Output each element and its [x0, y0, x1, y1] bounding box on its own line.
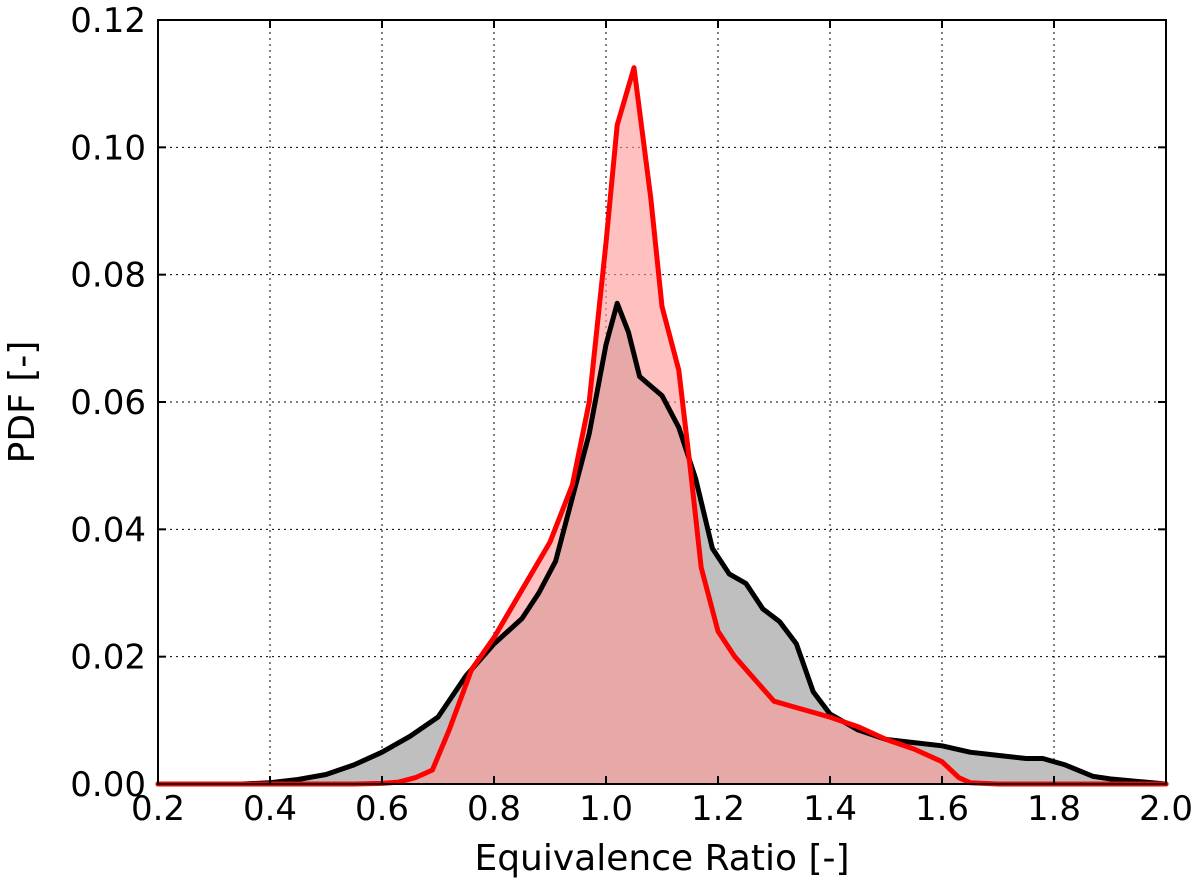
- y-axis-label: PDF [-]: [2, 341, 43, 464]
- x-tick-label: 0.2: [131, 789, 185, 829]
- x-tick-label: 1.0: [579, 789, 633, 829]
- x-tick-label: 0.4: [243, 789, 297, 829]
- series-layer: [155, 65, 1169, 787]
- grid-layer: [158, 20, 1166, 784]
- x-tick-label: 0.8: [467, 789, 521, 829]
- y-tick-label: 0.12: [70, 1, 146, 41]
- series-red-area: [158, 67, 1166, 784]
- x-tick-label: 0.6: [355, 789, 409, 829]
- y-tick-label: 0.00: [70, 765, 146, 805]
- x-tick-label: 1.8: [1027, 789, 1081, 829]
- y-tick-label: 0.04: [70, 510, 146, 550]
- x-tick-label: 2.0: [1139, 789, 1193, 829]
- x-tick-label: 1.6: [915, 789, 969, 829]
- series-red-line: [155, 65, 1169, 787]
- y-tick-label: 0.10: [70, 128, 146, 168]
- y-tick-label: 0.08: [70, 256, 146, 296]
- series-black-line: [155, 300, 1169, 787]
- x-tick-label: 1.2: [691, 789, 745, 829]
- x-tick-label: 1.4: [803, 789, 857, 829]
- y-tick-label: 0.02: [70, 638, 146, 678]
- tick-layer: 0.2 0.4 0.6 0.8 1.0 1.2 1.4 1.6 1.8 2.0 0.00 0.02 0.…: [70, 1, 1193, 829]
- y-tick-label: 0.06: [70, 383, 146, 423]
- x-axis-label: Equivalence Ratio [-]: [474, 838, 849, 879]
